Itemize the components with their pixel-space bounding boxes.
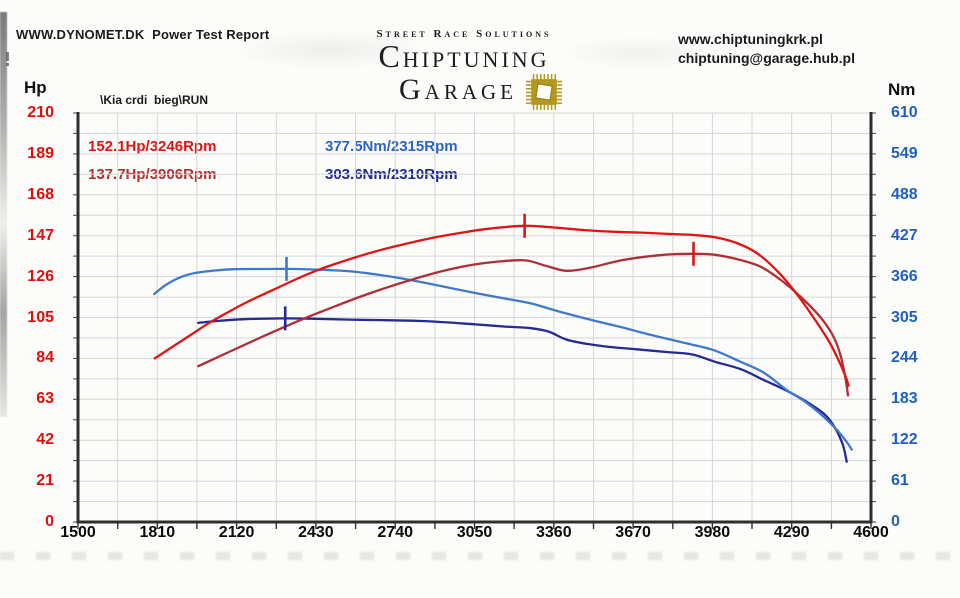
- rpm-tick-label: 3670: [615, 524, 651, 541]
- hp-tick-label: 168: [27, 185, 54, 203]
- contact-block: www.chiptuningkrk.pl chiptuning@garage.h…: [678, 30, 855, 68]
- scan-noise: [0, 552, 960, 560]
- nm-tick-label: 427: [891, 226, 918, 244]
- rpm-tick-label: 1810: [139, 524, 176, 541]
- nm-tick-label: 0: [891, 513, 900, 530]
- scan-edge-artifact: [0, 12, 7, 417]
- report-title: WWW.DYNOMET.DK Power Test Report: [16, 27, 270, 42]
- contact-email: chiptuning@garage.hub.pl: [678, 50, 855, 66]
- chart-title: \Kia crdi bieg\RUN: [100, 93, 209, 107]
- hp-tick-label: 210: [27, 104, 54, 121]
- rpm-tick-label: 2430: [298, 524, 334, 541]
- rpm-tick-label: 3050: [456, 524, 493, 541]
- hp-tick-label: 126: [27, 267, 54, 285]
- nm-tick-label: 610: [891, 104, 918, 121]
- logo-tagline: Street Race Solutions: [376, 28, 552, 40]
- hp-tick-label: 189: [27, 144, 54, 162]
- rpm-tick-label: 2740: [377, 524, 413, 541]
- rpm-tick-label: 3360: [536, 524, 572, 541]
- series-power-tuned: [153, 224, 850, 387]
- contact-website: www.chiptuningkrk.pl: [678, 31, 823, 47]
- logo: Street Race Solutions Chiptuning Garage: [336, 28, 592, 111]
- logo-brand-line1: Chiptuning: [378, 38, 550, 74]
- series-power-stock: [197, 252, 850, 397]
- nm-tick-label: 366: [891, 267, 918, 285]
- rpm-tick-label: 4600: [853, 524, 889, 541]
- scan-smudge: [560, 36, 720, 70]
- left-axis-title: Hp: [24, 78, 47, 97]
- logo-brand-line2: Garage: [399, 73, 517, 106]
- hp-tick-label: 0: [45, 513, 54, 530]
- scan-smudge: [230, 30, 430, 70]
- rpm-tick-label: 2120: [218, 524, 255, 541]
- hp-tick-label: 63: [36, 390, 54, 408]
- rpm-tick-label: 3980: [694, 524, 731, 541]
- hp-tick-label: 105: [27, 308, 54, 326]
- right-axis-title: Nm: [888, 80, 916, 99]
- nm-tick-label: 122: [891, 431, 918, 449]
- rpm-tick-label: 4290: [773, 524, 810, 541]
- nm-tick-label: 183: [891, 390, 918, 408]
- nm-tick-label: 488: [891, 185, 918, 203]
- series-torque-tuned: [153, 267, 853, 451]
- nm-tick-label: 61: [891, 472, 909, 490]
- hp-tick-label: 147: [27, 226, 54, 244]
- rpm-tick-label: 1500: [60, 524, 96, 541]
- nm-tick-label: 305: [891, 308, 918, 326]
- scan-mark: [6, 52, 9, 66]
- legend-power-tuned: 152.1Hp/3246Rpm: [88, 138, 217, 155]
- hp-tick-label: 84: [36, 349, 54, 367]
- hp-tick-label: 21: [36, 472, 54, 490]
- chip-icon: [525, 73, 563, 111]
- legend-torque-tuned: 377.5Nm/2315Rpm: [325, 138, 458, 155]
- hp-tick-label: 42: [36, 431, 54, 449]
- nm-tick-label: 549: [891, 144, 918, 162]
- nm-tick-label: 244: [891, 349, 918, 367]
